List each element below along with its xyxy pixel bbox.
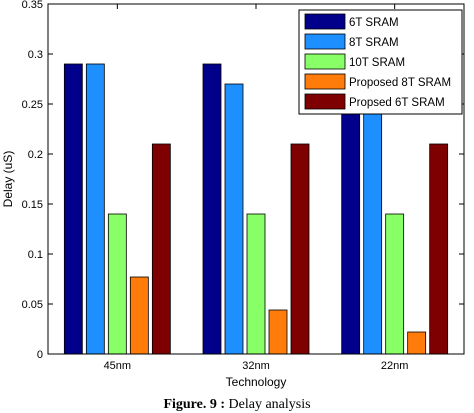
x-tick-label: 32nm (242, 360, 270, 372)
legend-swatch (304, 33, 346, 50)
bar (385, 213, 405, 355)
y-tick-label: 0.3 (28, 49, 43, 61)
legend-swatch (304, 53, 346, 70)
x-tick-label: 22nm (381, 360, 409, 372)
x-axis-label: Technology (226, 375, 287, 389)
legend-label: 6T SRAM (349, 17, 399, 29)
bar (290, 143, 310, 355)
bar (63, 63, 83, 355)
bar (429, 143, 449, 355)
y-tick-label: 0.25 (22, 99, 43, 111)
figure-caption: Figure. 9 : Delay analysis (0, 397, 474, 413)
bar (246, 213, 266, 355)
y-axis-label: Delay (uS) (1, 151, 15, 208)
y-tick-label: 0.2 (28, 149, 43, 161)
bars-layer (63, 63, 449, 355)
y-tick-label: 0.05 (22, 299, 43, 311)
bar (202, 63, 222, 355)
y-tick-label: 0 (37, 349, 43, 361)
bar (151, 143, 171, 355)
bar (129, 276, 149, 355)
bar (107, 213, 127, 355)
legend-swatch (304, 13, 346, 30)
y-tick-label: 0.1 (28, 249, 43, 261)
legend-label: Propsed 6T SRAM (349, 97, 445, 109)
x-tick-label: 45nm (104, 360, 132, 372)
axis-ticks-layer: 0 0.05 0.1 0.15 0.2 0.25 0.3 0.35 45nm 32nm 22nm (22, 0, 464, 372)
bar (341, 73, 361, 355)
legend-label: Proposed 8T SRAM (349, 77, 451, 89)
y-tick-label: 0.35 (22, 0, 43, 11)
bar (85, 63, 105, 355)
caption-text: Delay analysis (225, 397, 311, 412)
bar (363, 93, 383, 355)
y-tick-label: 0.15 (22, 199, 43, 211)
legend-label: 8T SRAM (349, 37, 399, 49)
bar (224, 83, 244, 355)
legend-label: 10T SRAM (349, 57, 405, 69)
legend-swatch (304, 93, 346, 110)
caption-label: Figure. 9 : (163, 397, 226, 412)
legend: 6T SRAM 8T SRAM 10T SRAM Proposed 8T SRAM Pr… (298, 9, 463, 115)
bar (407, 331, 427, 355)
plot-frame (47, 3, 465, 355)
bar (268, 309, 288, 355)
legend-swatch (304, 73, 346, 90)
